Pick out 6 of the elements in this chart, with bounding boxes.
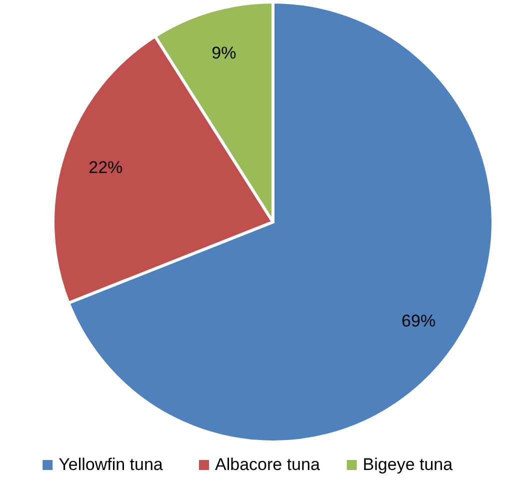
legend-label: Yellowfin tuna (58, 455, 164, 474)
data-label: 9% (212, 43, 236, 62)
legend-label: Bigeye tuna (362, 455, 454, 474)
legend-label: Albacore tuna (215, 455, 320, 474)
data-label: 22% (88, 158, 123, 178)
data-label: 69% (402, 311, 436, 330)
